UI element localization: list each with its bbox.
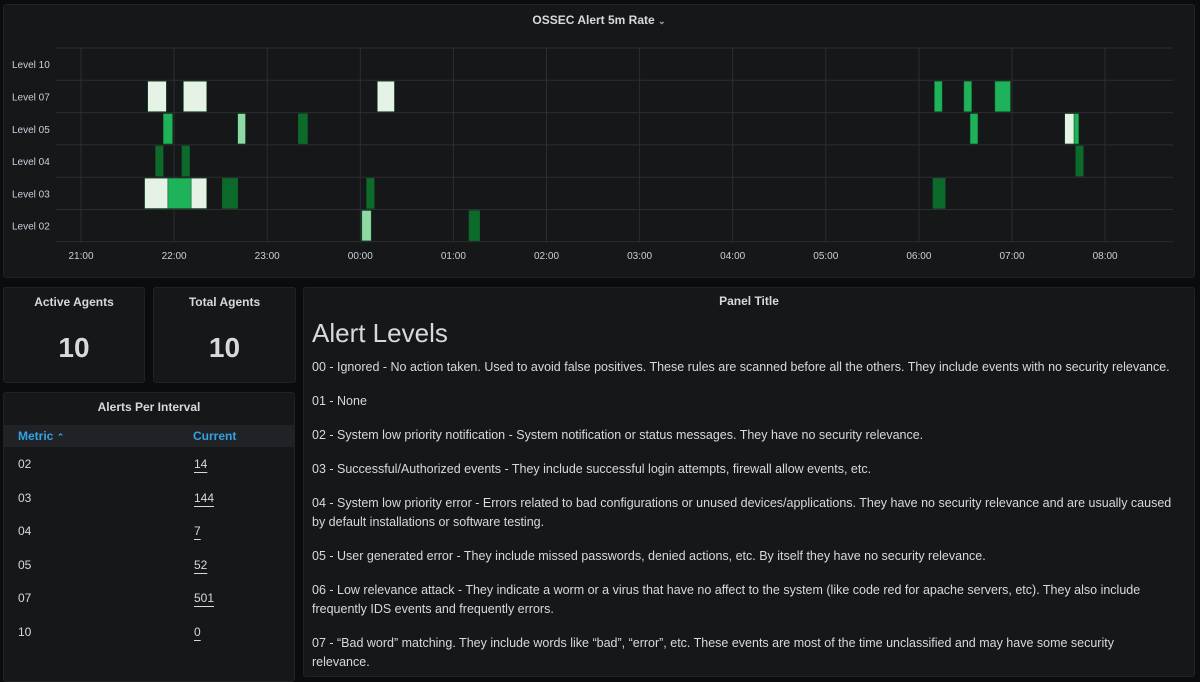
alert-level-description: 01 - None: [312, 394, 367, 408]
alert-level-description: 00 - Ignored - No action taken. Used to …: [312, 360, 1170, 374]
x-tick-label: 06:00: [906, 251, 931, 262]
x-tick-label: 22:00: [162, 251, 187, 262]
total-agents-title: Total Agents: [188, 295, 261, 309]
x-tick-label: 01:00: [441, 251, 466, 262]
x-tick-label: 03:00: [627, 251, 652, 262]
y-level-label: Level 04: [12, 157, 50, 168]
heatmap-cell: [237, 113, 246, 145]
current-value-link[interactable]: 144: [194, 490, 215, 505]
alert-levels-heading: Alert Levels: [312, 318, 448, 348]
text-panel-title: Panel Title: [719, 294, 779, 308]
heatmap-cell: [468, 210, 481, 242]
heatmap-cell: [221, 177, 238, 209]
text-panel: Panel Title Alert Levels 00 - Ignored - …: [303, 287, 1195, 677]
x-tick-label: 04:00: [720, 251, 745, 262]
heatmap-cell: [190, 177, 207, 209]
chevron-up-icon: ⌃: [56, 432, 65, 442]
heatmap-title-text: OSSEC Alert 5m Rate: [532, 13, 655, 27]
metric-cell: 04: [18, 524, 32, 538]
x-tick-label: 08:00: [1093, 251, 1118, 262]
heatmap-cell: [1064, 113, 1075, 145]
x-tick-label: 23:00: [255, 251, 280, 262]
heatmap-cell: [181, 145, 190, 177]
current-value-link[interactable]: 52: [194, 557, 208, 572]
x-tick-label: 02:00: [534, 251, 559, 262]
heatmap-cell: [932, 177, 946, 209]
current-value-link[interactable]: 0: [194, 624, 201, 639]
alerts-table-panel: Alerts Per Interval Metric ⌃ Current 02 1…: [3, 392, 295, 682]
heatmap-cell: [147, 81, 167, 112]
heatmap-chart: 21:00 22:00 23:00 00:00 01:00 02:00 03:00 04:00…: [12, 47, 1173, 262]
alert-level-description: 03 - Successful/Authorized events - They…: [312, 462, 872, 476]
active-agents-title: Active Agents: [34, 295, 114, 309]
heatmap-panel: OSSEC Alert 5m Rate ⌄ 21:00 22:00 23:00 00:…: [3, 4, 1195, 278]
current-column-header[interactable]: Current: [193, 429, 237, 443]
current-value-link[interactable]: 501: [194, 591, 215, 605]
heatmap-cell: [963, 81, 972, 112]
metric-cell: 10: [18, 624, 32, 639]
total-agents-value: 10: [208, 332, 241, 363]
heatmap-cell: [1075, 145, 1084, 177]
heatmap-cell: [934, 81, 943, 112]
alert-level-description: 05 - User generated error - They include…: [312, 549, 986, 563]
heatmap-cell: [144, 177, 169, 209]
alert-level-description: 07 - “Bad word” matching. They include w…: [312, 636, 1114, 669]
x-tick-label: 07:00: [999, 251, 1024, 262]
current-value-link[interactable]: 7: [194, 524, 201, 538]
heatmap-cell: [361, 210, 372, 242]
current-value-link[interactable]: 14: [194, 457, 208, 471]
x-tick-label: 05:00: [813, 251, 838, 262]
alerts-table-title: Alerts Per Interval: [97, 400, 201, 414]
total-agents-panel: Total Agents 10: [153, 287, 296, 383]
heatmap-cell: [183, 81, 207, 112]
heatmap-cell: [377, 81, 395, 112]
metric-cell: 05: [18, 557, 32, 572]
y-level-label: Level 03: [12, 189, 50, 200]
metric-header-label: Metric: [18, 429, 54, 443]
heatmap-cell: [297, 113, 308, 145]
active-agents-panel: Active Agents 10: [3, 287, 145, 383]
heatmap-cell: [366, 177, 375, 209]
metric-cell: 07: [18, 591, 32, 605]
alert-level-description: 04 - System low priority error - Errors …: [312, 496, 1172, 529]
metric-cell: 03: [18, 490, 32, 505]
metric-cell: 02: [18, 457, 32, 471]
heatmap-cell: [155, 145, 164, 177]
heatmap-cell: [1073, 113, 1079, 145]
x-tick-label: 21:00: [68, 251, 93, 262]
x-tick-label: 00:00: [348, 251, 373, 262]
y-level-label: Level 10: [12, 60, 50, 71]
heatmap-cell: [167, 177, 192, 209]
active-agents-value: 10: [58, 332, 90, 363]
y-level-label: Level 05: [12, 125, 50, 136]
heatmap-cell: [969, 113, 979, 145]
metric-column-header[interactable]: Metric ⌃: [18, 429, 64, 443]
y-level-label: Level 02: [12, 222, 50, 233]
heatmap-cell: [162, 113, 173, 145]
y-level-label: Level 07: [12, 92, 50, 103]
chevron-down-icon: ⌄: [658, 16, 666, 26]
table-header: [4, 425, 294, 447]
heatmap-title[interactable]: OSSEC Alert 5m Rate ⌄: [4, 13, 1194, 27]
heatmap-cell: [994, 81, 1011, 112]
alert-level-description: 06 - Low relevance attack - They indicat…: [312, 583, 1141, 616]
alert-level-description: 02 - System low priority notification - …: [312, 428, 924, 442]
